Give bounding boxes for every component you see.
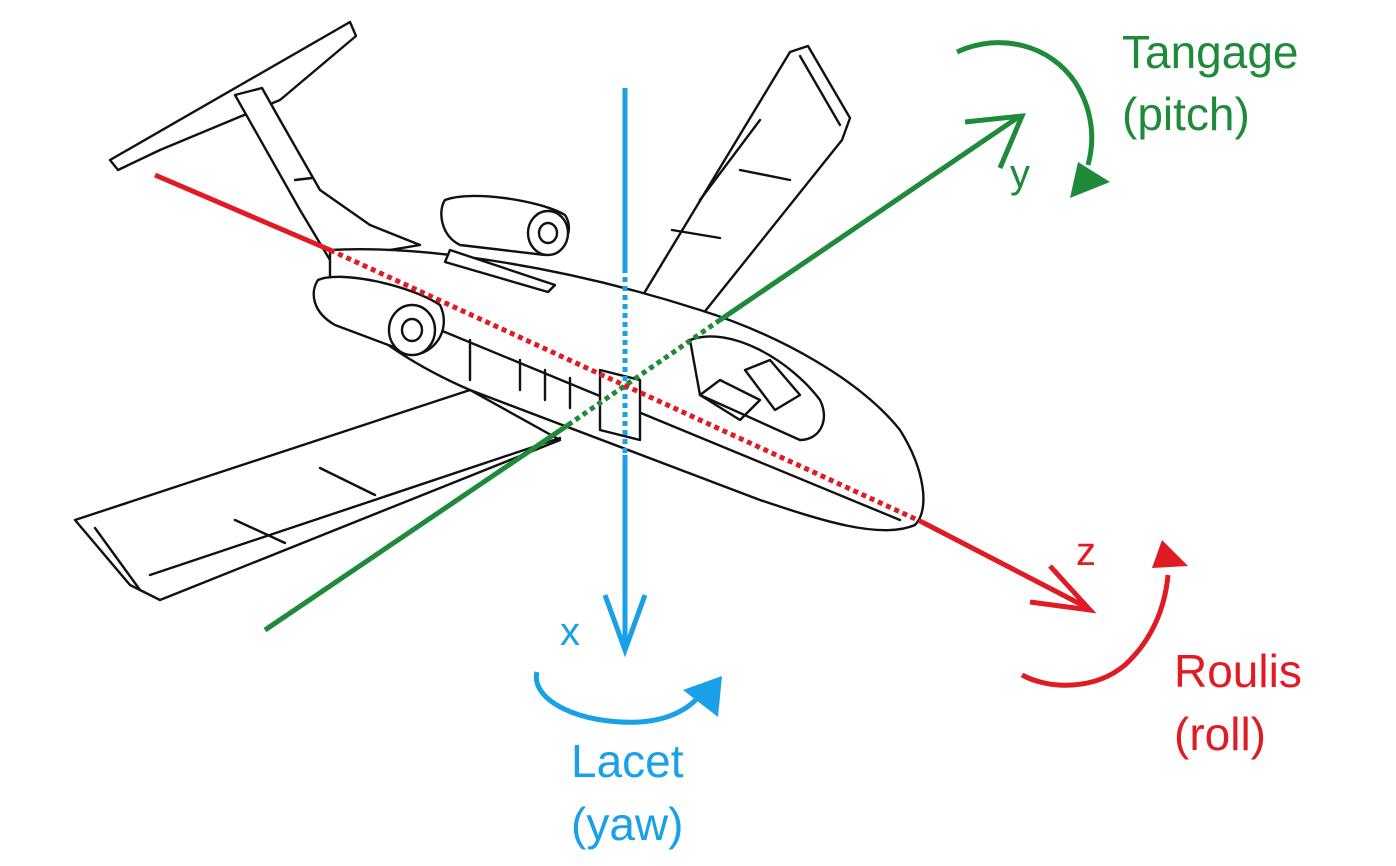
roll-sublabel: (roll) — [1174, 708, 1266, 760]
z-axis-line-tail — [154, 172, 331, 253]
cockpit-canopy — [688, 335, 826, 442]
yaw-label: Lacet — [571, 735, 684, 787]
pitch-sublabel: (pitch) — [1122, 88, 1250, 140]
lower-wing — [73, 388, 562, 602]
z-axis-label: z — [1076, 530, 1096, 574]
z-axis-arrowhead — [1029, 564, 1097, 614]
roll-rotation-arrow — [1020, 540, 1188, 688]
roll-label: Roulis — [1174, 645, 1302, 697]
pitch-rotation-arrowhead — [1070, 162, 1110, 198]
z-axis-line-nose — [920, 519, 1090, 611]
y-axis-arrowhead — [964, 113, 1026, 169]
upper-wing — [638, 44, 852, 332]
yaw-rotation-arrowhead — [683, 676, 722, 717]
y-axis-label: y — [1010, 152, 1030, 196]
lower-engine — [312, 275, 445, 357]
roll-rotation-arrowhead — [1152, 540, 1188, 568]
yaw-axis-x — [602, 88, 648, 658]
y-axis-line-dotted — [566, 317, 722, 428]
jet-illustration — [73, 20, 925, 602]
pitch-axis-y — [263, 113, 1026, 633]
x-axis-arrowhead — [602, 594, 648, 658]
y-axis-line-lower — [263, 422, 570, 633]
pitch-label: Tangage — [1122, 26, 1299, 78]
x-axis-label: x — [560, 610, 580, 654]
yaw-sublabel: (yaw) — [571, 798, 684, 850]
pitch-rotation-arrow — [955, 40, 1110, 198]
y-axis-line-upper — [718, 113, 1022, 323]
upper-engine — [440, 194, 571, 294]
roll-axis-z — [154, 172, 1097, 614]
tail-assembly — [108, 20, 422, 262]
z-axis-line-dotted — [328, 247, 924, 525]
yaw-rotation-arrow — [533, 671, 722, 725]
